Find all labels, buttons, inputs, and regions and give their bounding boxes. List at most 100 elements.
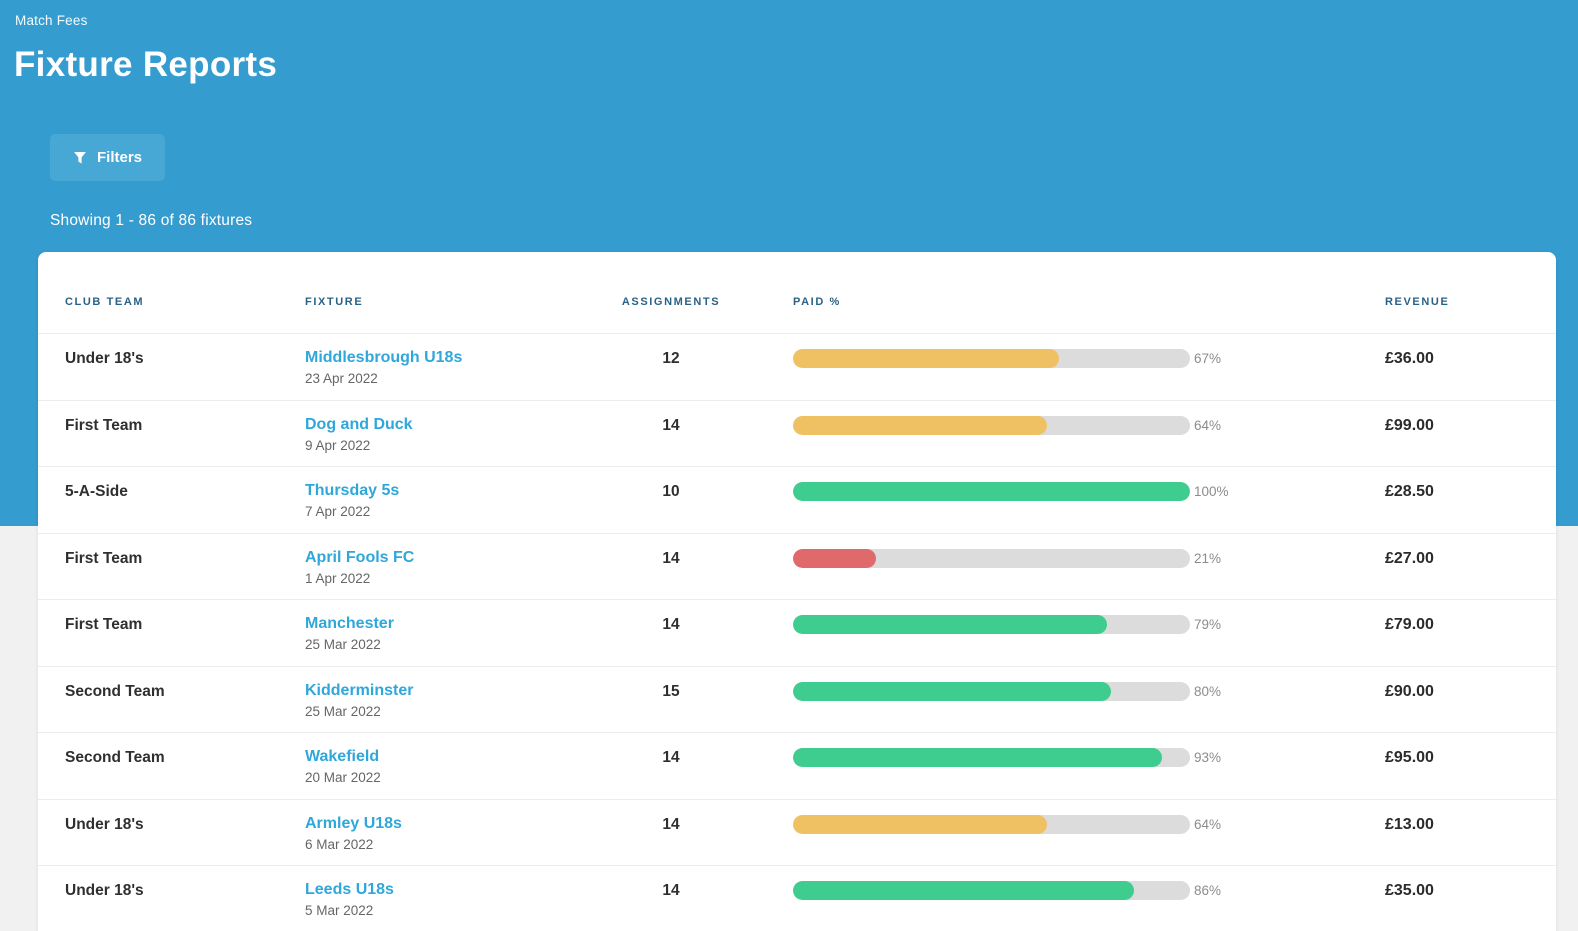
- paid-progress-track: [793, 814, 1190, 834]
- paid-bar-fill: [793, 615, 1107, 634]
- paid-cell: 79%: [752, 614, 1385, 666]
- fixture-cell: Leeds U18s 5 Mar 2022: [305, 880, 590, 931]
- paid-bar-fill: [793, 814, 1048, 834]
- assignments-count: 14: [662, 549, 680, 567]
- paid-percent-label: 21%: [1194, 550, 1222, 566]
- paid-percent-label: 93%: [1194, 750, 1222, 765]
- paid-cell: 93%: [752, 747, 1385, 799]
- revenue-value: £35.00: [1385, 882, 1434, 899]
- table-body: Under 18's Middlesbrough U18s 23 Apr 202…: [38, 334, 1556, 931]
- fixture-cell: Armley U18s 6 Mar 2022: [305, 814, 590, 866]
- revenue-value: £13.00: [1385, 815, 1434, 833]
- revenue-value: £95.00: [1385, 749, 1434, 766]
- fixtures-table-card: Club Team Fixture Assignments Paid % Rev…: [38, 252, 1556, 931]
- fixture-link[interactable]: April Fools FC: [305, 548, 415, 566]
- paid-percent-label: 67%: [1194, 351, 1222, 366]
- assignments-count: 15: [662, 682, 680, 700]
- fixture-link[interactable]: Manchester: [305, 615, 394, 632]
- page-title: Fixture Reports: [14, 45, 278, 84]
- club-team-value: First Team: [65, 549, 143, 567]
- paid-percent-label: 80%: [1194, 683, 1222, 699]
- column-header-club-team: Club Team: [65, 296, 145, 308]
- paid-percent-label: 100%: [1194, 484, 1229, 499]
- revenue-value: £79.00: [1385, 616, 1434, 633]
- fixture-date: 23 Apr 2022: [305, 371, 378, 386]
- filters-button[interactable]: Filters: [50, 134, 165, 181]
- table-row: First Team Dog and Duck 9 Apr 2022 14 64…: [38, 401, 1556, 467]
- revenue-value: £36.00: [1385, 350, 1434, 367]
- fixture-date: 25 Mar 2022: [305, 637, 381, 652]
- table-row: Under 18's Leeds U18s 5 Mar 2022 14 86% …: [38, 866, 1556, 931]
- fixture-date: 25 Mar 2022: [305, 703, 381, 719]
- fixture-cell: Kidderminster 25 Mar 2022: [305, 681, 590, 733]
- paid-percent-label: 79%: [1194, 617, 1222, 632]
- fixture-link[interactable]: Kidderminster: [305, 681, 414, 699]
- club-team-value: Under 18's: [65, 350, 144, 367]
- table-row: First Team Manchester 25 Mar 2022 14 79%…: [38, 600, 1556, 667]
- paid-progress-track: [793, 415, 1190, 435]
- paid-cell: 21%: [752, 548, 1385, 600]
- fixture-cell: April Fools FC 1 Apr 2022: [305, 548, 590, 600]
- club-team-value: 5-A-Side: [65, 483, 128, 500]
- paid-bar-fill: [793, 349, 1059, 368]
- column-header-paid-pct: Paid %: [793, 296, 841, 308]
- fixture-link[interactable]: Thursday 5s: [305, 482, 400, 499]
- fixture-link[interactable]: Leeds U18s: [305, 881, 394, 898]
- paid-percent-label: 64%: [1194, 417, 1222, 433]
- fixture-date: 20 Mar 2022: [305, 770, 381, 785]
- filters-button-label: Filters: [96, 149, 142, 166]
- assignments-count: 14: [662, 416, 680, 434]
- assignments-count: 14: [662, 882, 680, 899]
- breadcrumb[interactable]: Match Fees: [15, 13, 88, 28]
- column-header-fixture: Fixture: [305, 296, 364, 308]
- paid-progress-track: [793, 681, 1190, 701]
- fixture-cell: Wakefield 20 Mar 2022: [305, 747, 590, 799]
- fixture-cell: Dog and Duck 9 Apr 2022: [305, 415, 590, 467]
- assignments-count: 14: [662, 815, 680, 833]
- paid-bar-fill: [793, 548, 877, 568]
- paid-cell: 86%: [752, 880, 1385, 931]
- fixture-cell: Thursday 5s 7 Apr 2022: [305, 481, 590, 533]
- revenue-value: £99.00: [1385, 416, 1434, 434]
- paid-bar-fill: [793, 681, 1111, 701]
- paid-progress-track: [793, 881, 1190, 900]
- column-header-assignments: Assignments: [621, 296, 721, 308]
- fixture-link[interactable]: Middlesbrough U18s: [305, 349, 463, 366]
- paid-percent-label: 64%: [1194, 816, 1222, 832]
- paid-cell: 67%: [752, 348, 1385, 400]
- funnel-icon: [73, 151, 87, 165]
- fixture-cell: Middlesbrough U18s 23 Apr 2022: [305, 348, 590, 400]
- paid-progress-track: [793, 349, 1190, 368]
- table-header-row: Club Team Fixture Assignments Paid % Rev…: [38, 252, 1556, 334]
- paid-bar-fill: [793, 748, 1163, 767]
- club-team-value: Under 18's: [65, 882, 144, 899]
- table-row: 5-A-Side Thursday 5s 7 Apr 2022 10 100% …: [38, 467, 1556, 534]
- fixture-date: 1 Apr 2022: [305, 570, 371, 586]
- revenue-value: £27.00: [1385, 549, 1434, 567]
- club-team-value: First Team: [65, 416, 143, 434]
- table-row: Under 18's Armley U18s 6 Mar 2022 14 64%…: [38, 800, 1556, 866]
- revenue-value: £28.50: [1385, 483, 1434, 500]
- revenue-value: £90.00: [1385, 682, 1434, 700]
- assignments-count: 10: [662, 483, 680, 500]
- fixture-link[interactable]: Wakefield: [305, 748, 380, 765]
- table-row: First Team April Fools FC 1 Apr 2022 14 …: [38, 534, 1556, 600]
- paid-bar-fill: [793, 415, 1048, 435]
- paid-cell: 64%: [752, 415, 1385, 467]
- fixture-link[interactable]: Dog and Duck: [305, 415, 413, 433]
- club-team-value: Second Team: [65, 749, 165, 766]
- fixture-cell: Manchester 25 Mar 2022: [305, 614, 590, 666]
- fixture-date: 7 Apr 2022: [305, 504, 371, 519]
- paid-cell: 64%: [752, 814, 1385, 866]
- fixture-date: 5 Mar 2022: [305, 903, 374, 918]
- paid-percent-label: 86%: [1194, 883, 1222, 898]
- paid-progress-track: [793, 548, 1190, 568]
- club-team-value: Under 18's: [65, 815, 144, 833]
- club-team-value: Second Team: [65, 682, 165, 700]
- paid-progress-track: [793, 615, 1190, 634]
- paid-bar-fill: [793, 482, 1190, 501]
- fixture-date: 9 Apr 2022: [305, 437, 371, 453]
- fixture-date: 6 Mar 2022: [305, 836, 374, 852]
- fixture-link[interactable]: Armley U18s: [305, 814, 402, 832]
- assignments-count: 14: [662, 749, 680, 766]
